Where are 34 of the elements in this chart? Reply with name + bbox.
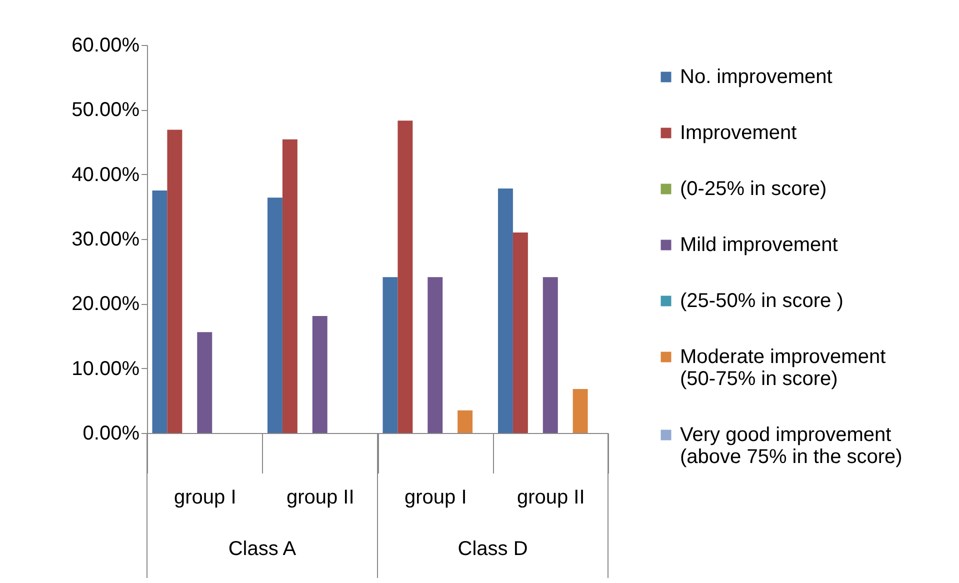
- bar: [197, 332, 212, 433]
- bar: [428, 277, 443, 433]
- legend-label: Moderate improvement (50-75% in score): [680, 346, 886, 390]
- bar: [398, 120, 413, 433]
- y-tick-label: 60.00%: [72, 34, 140, 56]
- bar: [382, 277, 398, 433]
- text: Class D: [458, 538, 528, 560]
- y-tick-label: 20.00%: [72, 293, 140, 316]
- x-tick-label: group I: [404, 486, 467, 508]
- y-tick-label: 10.00%: [72, 358, 140, 380]
- y-tick-label: 40.00%: [72, 164, 140, 186]
- x-tick-label: group II: [516, 486, 585, 508]
- legend-label: Improvement: [680, 122, 798, 144]
- bar: [498, 188, 513, 433]
- bar: [152, 190, 168, 433]
- bar: [267, 198, 282, 433]
- text: Class A: [228, 538, 297, 560]
- x-tick-label: group I: [174, 486, 236, 508]
- legend-label: No. improvement: [680, 66, 833, 88]
- legend-label: Mild improvement: [680, 234, 838, 256]
- bar: [458, 410, 473, 433]
- bar: [542, 277, 558, 433]
- legend-label: (25-50% in score ): [680, 290, 844, 312]
- legend-label: Very good improvement (above 75% in the score): [680, 424, 902, 468]
- y-tick-label: 30.00%: [72, 228, 140, 250]
- bar: [167, 130, 182, 433]
- legend-label: (0-25% in score): [680, 178, 827, 200]
- x-tick-label: group II: [286, 486, 354, 508]
- y-tick-label: 50.00%: [72, 99, 140, 122]
- bar: [572, 389, 588, 433]
- bar: [512, 232, 528, 433]
- bar: [282, 139, 298, 433]
- y-tick-label: 0.00%: [82, 422, 140, 444]
- bar: [312, 316, 328, 433]
